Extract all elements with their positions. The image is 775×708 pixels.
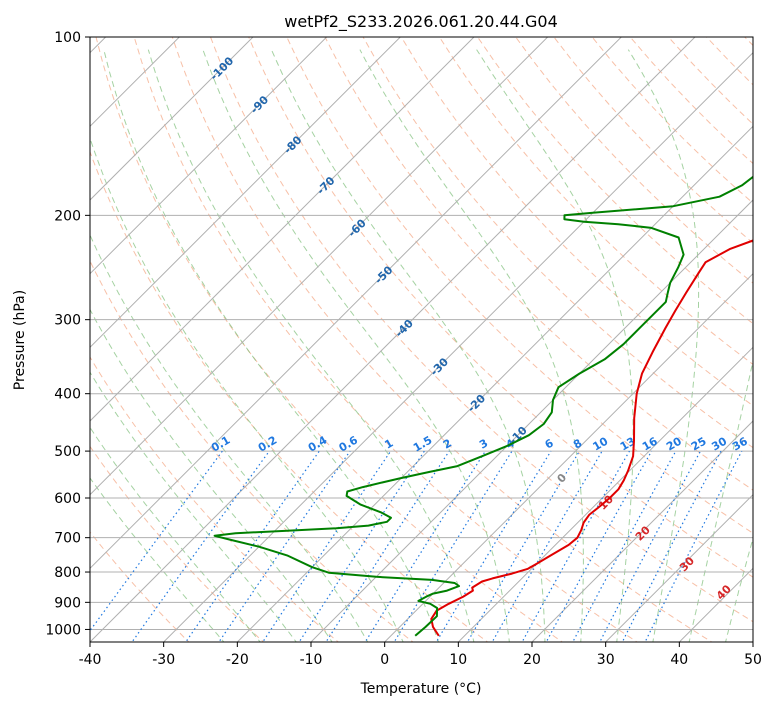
x-tick-label: 0 xyxy=(380,652,389,668)
dry-adiabat-line xyxy=(438,37,753,366)
y-tick-label: 800 xyxy=(54,565,81,581)
y-tick-label: 100 xyxy=(54,30,81,46)
isotherm-label: -20 xyxy=(465,392,488,415)
y-tick-label: 400 xyxy=(54,387,81,403)
background-lines xyxy=(90,37,753,642)
dewpoint-profile-line xyxy=(213,175,753,637)
isotherm-line xyxy=(90,37,475,422)
mixing-ratio-line xyxy=(393,450,513,642)
plot-frame xyxy=(89,36,754,643)
dry-adiabat-line xyxy=(477,37,753,325)
dry-adiabat-line xyxy=(90,531,190,642)
isotherm-line xyxy=(90,37,549,496)
mixing-ratio-line xyxy=(298,450,425,642)
x-tick-label: 20 xyxy=(523,652,541,668)
isotherm-label: -90 xyxy=(248,93,271,116)
profiles xyxy=(213,175,753,637)
mixing-ratio-line xyxy=(466,450,580,642)
moist-adiabat-line xyxy=(725,536,753,642)
x-tick-label: -10 xyxy=(300,652,323,668)
moist-adiabat-line xyxy=(90,371,297,642)
dry-adiabat-line xyxy=(90,445,265,642)
dry-adiabat-line xyxy=(324,37,753,491)
dry-adiabat-line xyxy=(133,37,638,642)
isotherm-line xyxy=(236,125,753,642)
mixing-ratio-line xyxy=(621,450,722,642)
isotherm-line xyxy=(752,641,753,642)
isotherm-line xyxy=(531,420,753,642)
x-tick-label: 40 xyxy=(670,652,688,668)
mixing-ratio-line xyxy=(644,450,743,642)
y-tick-label: 700 xyxy=(54,531,81,547)
dry-adiabat-line xyxy=(248,37,753,578)
y-tick-label: 200 xyxy=(54,208,81,224)
moist-adiabat-line xyxy=(90,136,404,642)
y-axis-title: Pressure (hPa) xyxy=(12,290,28,390)
isotherm-line xyxy=(90,37,623,570)
temperature-profile-line xyxy=(430,239,753,637)
isotherm-line xyxy=(90,37,696,642)
dry-adiabat-line xyxy=(362,37,753,449)
chart-title: wetPf2_S233.2026.061.20.44.G04 xyxy=(284,12,558,32)
mixing-ratio-line xyxy=(435,450,552,642)
x-axis-ticks: -40 -30 -20 -10 0 10 20 30 40 50 xyxy=(79,642,762,668)
mixing-ratio-line xyxy=(325,450,450,642)
wetbulb-label: 0 xyxy=(555,471,570,486)
moist-adiabat-line xyxy=(476,49,634,642)
dry-adiabat-line xyxy=(553,37,753,244)
moist-adiabat-line xyxy=(103,49,440,642)
isotherm-line xyxy=(90,37,254,201)
dry-adiabat-line xyxy=(400,37,753,407)
wetbulb-label: 40 xyxy=(714,582,734,602)
y-tick-label: 600 xyxy=(54,491,81,507)
x-tick-label: -20 xyxy=(226,652,249,668)
x-tick-label: -40 xyxy=(79,652,102,668)
mixing-ratio-label: 2 xyxy=(441,437,454,452)
mixing-ratio-line xyxy=(90,450,223,632)
mixing-ratio-label: 3 xyxy=(477,437,490,452)
moist-adiabat-line xyxy=(270,49,546,642)
x-tick-label: 50 xyxy=(744,652,762,668)
isotherm-line xyxy=(457,346,753,642)
moist-adiabat-line xyxy=(688,358,753,642)
x-axis-title: Temperature (°C) xyxy=(360,681,482,697)
x-tick-label: -30 xyxy=(152,652,175,668)
moist-adiabat-line xyxy=(202,49,510,642)
mixing-ratio-label: 6 xyxy=(543,436,556,451)
dry-adiabat-line xyxy=(171,37,713,642)
isotherm-line xyxy=(383,272,753,642)
y-tick-label: 1000 xyxy=(45,622,81,638)
x-tick-label: 30 xyxy=(597,652,615,668)
isotherm-line xyxy=(678,567,753,642)
mixing-ratio-line xyxy=(218,450,351,642)
y-tick-label: 900 xyxy=(54,595,81,611)
isotherm-line xyxy=(90,37,402,349)
isotherm-line xyxy=(162,51,753,642)
isotherm-line xyxy=(90,37,181,128)
mixing-ratio-line xyxy=(521,450,631,642)
y-axis-ticks: 100 200 300 400 500 600 700 800 900 1000 xyxy=(45,30,90,638)
dry-adiabat-line xyxy=(286,37,753,534)
y-tick-label: 300 xyxy=(54,313,81,329)
dry-adiabat-line xyxy=(90,150,489,642)
isotherm-line xyxy=(604,493,753,642)
moist-adiabat-line xyxy=(90,233,369,642)
dry-adiabat-line xyxy=(90,259,414,642)
y-tick-label: 500 xyxy=(54,444,81,460)
mixing-ratio-line xyxy=(364,450,486,642)
mixing-ratio-line xyxy=(262,450,392,642)
dry-adiabat-line xyxy=(591,37,753,204)
x-tick-label: 10 xyxy=(449,652,467,668)
isotherm-label: -100 xyxy=(208,54,237,83)
wetbulb-label: 20 xyxy=(633,523,653,543)
isotherm-label: -60 xyxy=(346,216,369,239)
isotherm-line xyxy=(310,199,753,642)
isotherm-label: -30 xyxy=(428,355,451,378)
isotherm-line xyxy=(90,37,328,275)
